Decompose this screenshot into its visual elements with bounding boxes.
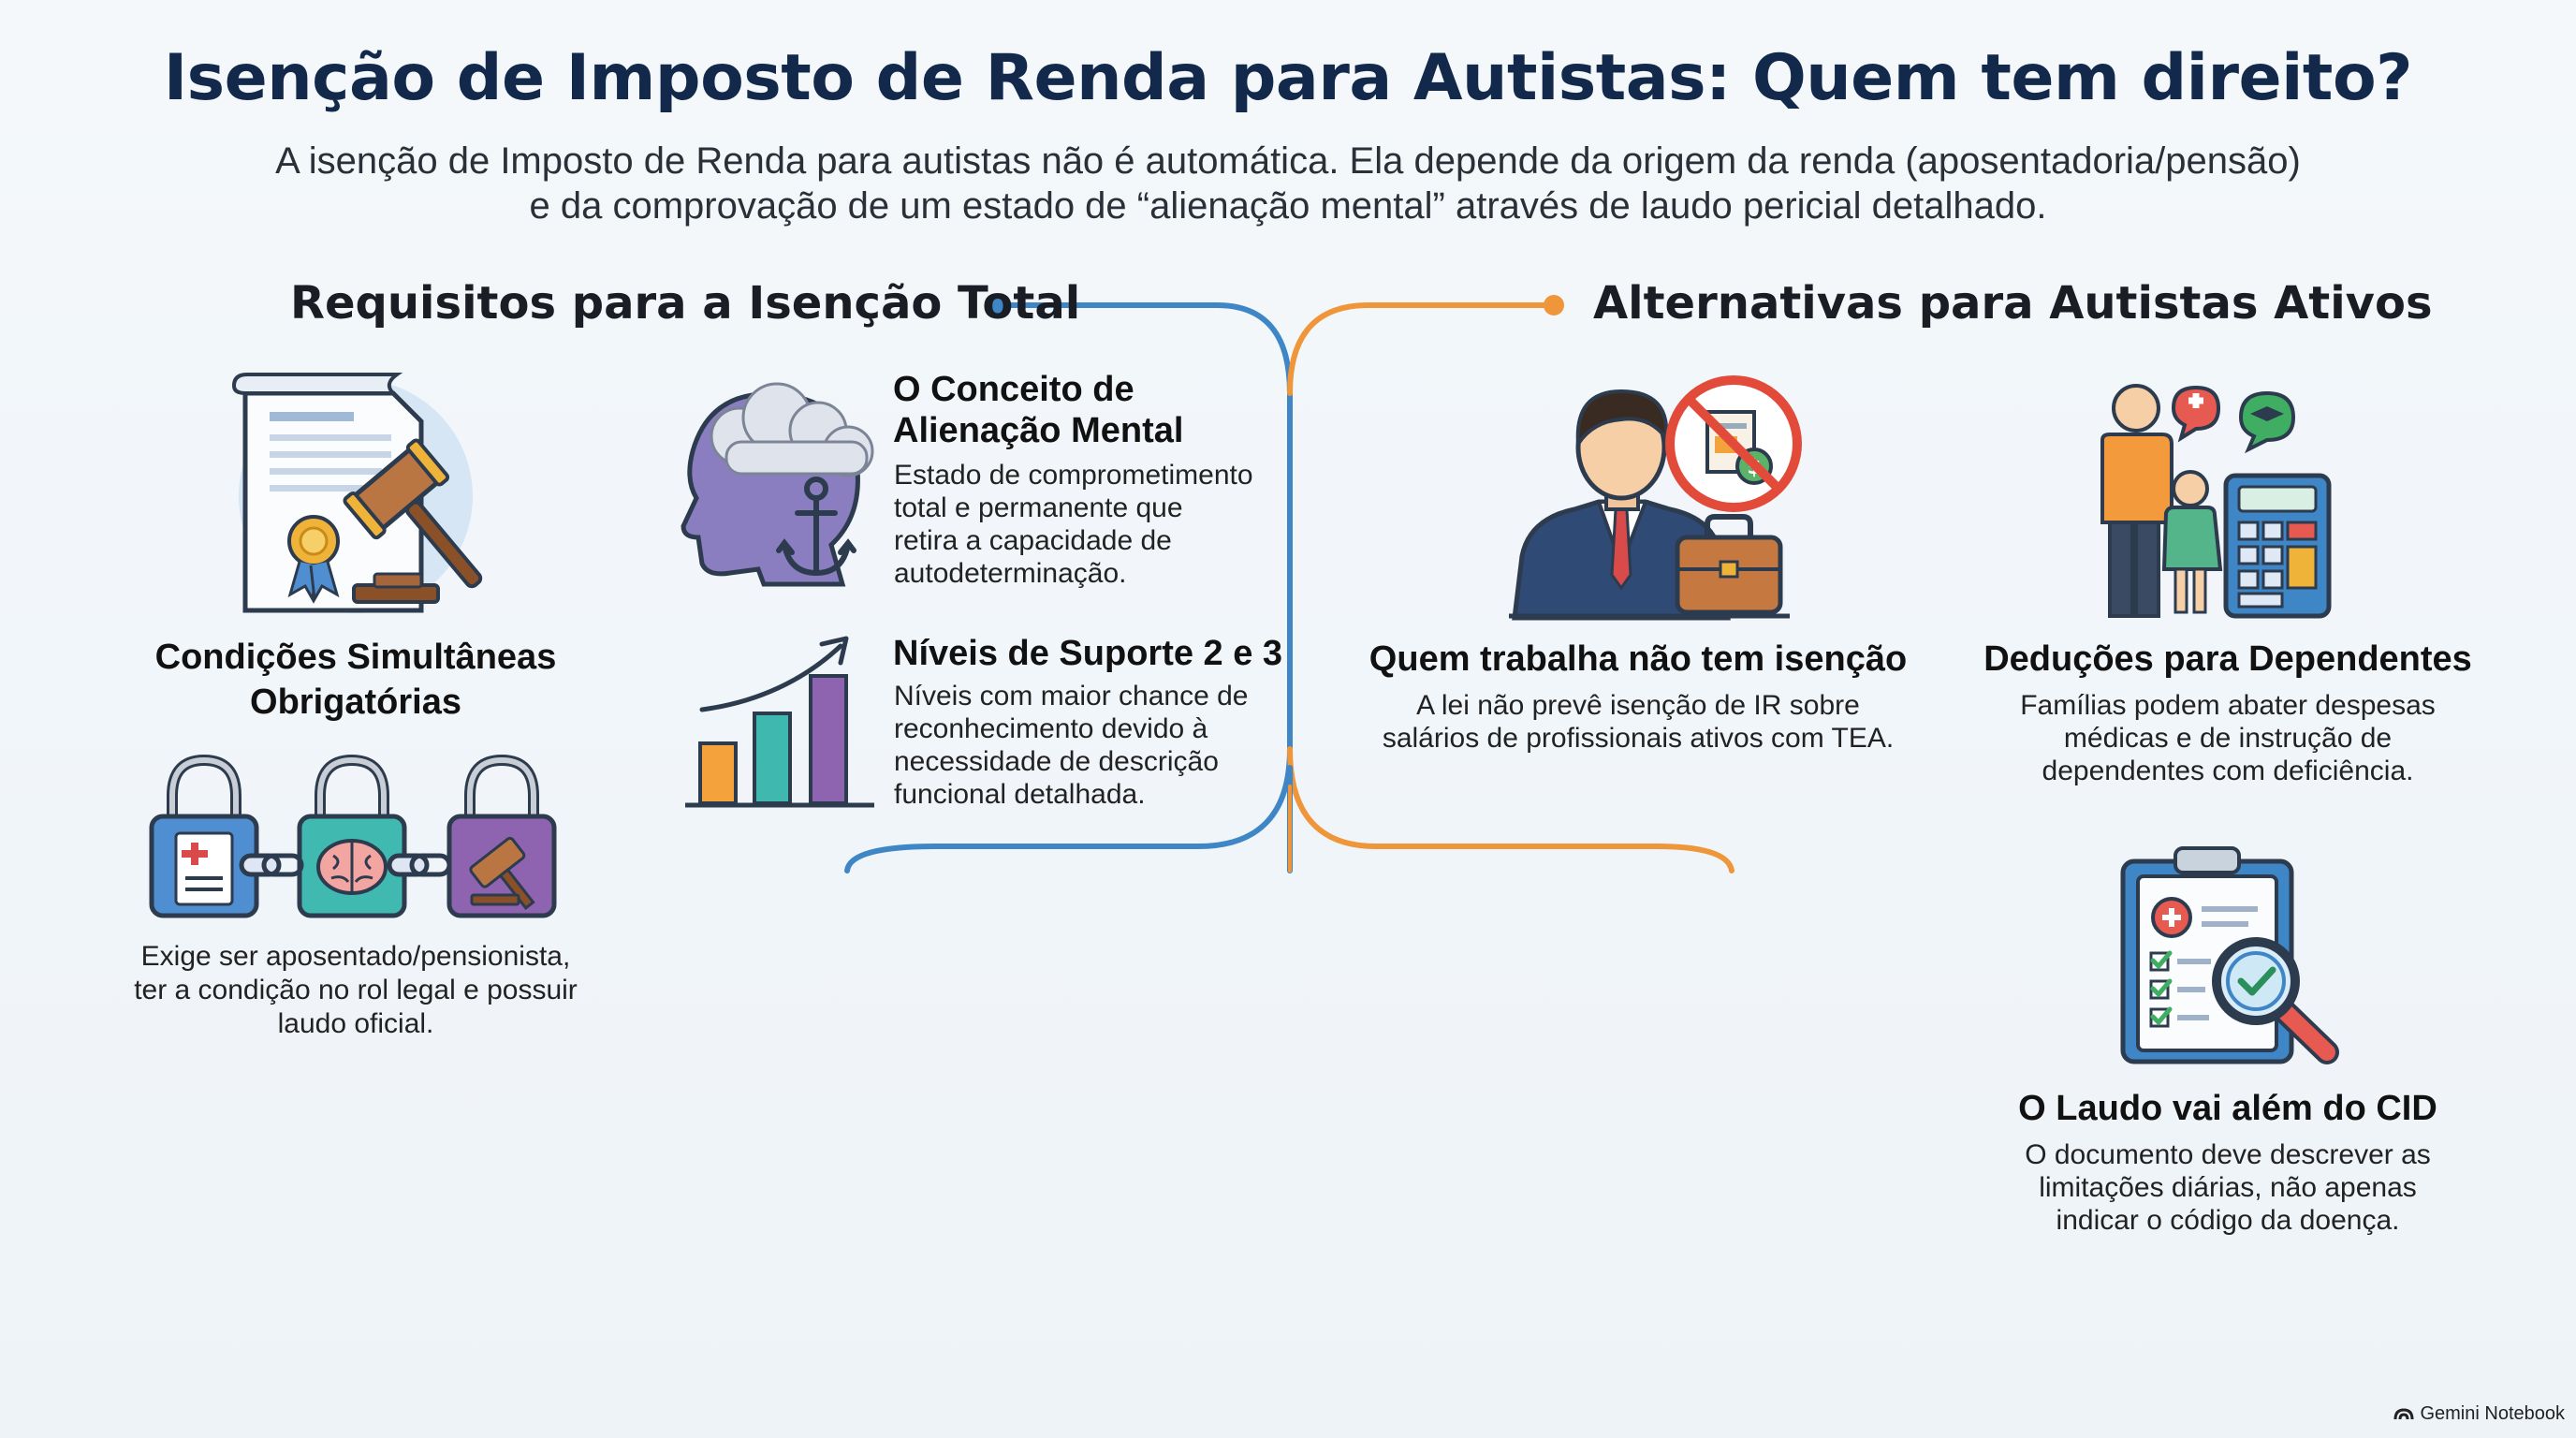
alienation-text-line-1: Estado de comprometimento [894,460,1253,491]
conditions-text-line-1: Exige ser aposentado/pensionista, [140,941,571,972]
alienation-heading-line-1: O Conceito de [893,370,1134,409]
workers-heading: Quem trabalha não tem isenção [1368,639,1908,679]
conditions-text-line-3: laudo oficial. [277,1008,434,1039]
brand-footer: Gemini Notebook [2393,1403,2565,1425]
bar-chart-arrow-icon [685,636,874,808]
conditions-heading-line-1: Condições Simultâneas [154,638,557,677]
support-heading: Níveis de Suporte 2 e 3 [893,634,1283,673]
head-cloud-anchor-icon [681,382,874,587]
locks-chain-icon [149,754,557,918]
report-heading: O Laudo vai além do CID [2018,1089,2437,1128]
left-connector-dot [989,295,1010,315]
brand-label: Gemini Notebook [2420,1403,2565,1424]
subtitle-line-1: A isenção de Imposto de Renda para autis… [275,140,2301,182]
left-section-heading: Requisitos para a Isenção Total [290,277,1081,330]
subtitle-line-2: e da comprovação de um estado de “aliena… [529,185,2047,227]
dependents-text-line-1: Famílias podem abater despesas [2020,690,2436,721]
report-text-line-2: limitações diárias, não apenas [2039,1172,2417,1203]
support-text-line-2: reconhecimento devido à [894,713,1208,744]
support-text-line-3: necessidade de descrição [894,746,1219,777]
alienation-heading-line-2: Alienação Mental [893,411,1184,450]
support-text-line-4: funcional detalhada. [894,779,1146,810]
alienation-text-line-2: total e permanente que [894,492,1183,523]
alienation-text-line-4: autodeterminação. [894,558,1127,589]
brand-logo-icon [2393,1407,2414,1419]
report-text-line-3: indicar o código da doença. [2056,1205,2400,1236]
dependents-heading: Deduções para Dependentes [1983,639,2472,679]
right-connector-dot [1544,295,1564,315]
alienation-text-line-3: retira a capacidade de [894,525,1172,556]
dependents-text-line-2: médicas e de instrução de [2063,723,2393,754]
right-section-heading: Alternativas para Autistas Ativos [1593,277,2433,330]
family-calculator-icon [2100,384,2332,619]
support-text-line-1: Níveis com maior chance de [894,681,1249,712]
worker-no-tax-icon: $ [1509,375,1802,621]
conditions-text-line-2: ter a condição no rol legal e possuir [134,975,578,1005]
document-gavel-icon [231,373,483,613]
conditions-heading-line-2: Obrigatórias [250,682,461,722]
workers-text-line-1: A lei não prevê isenção de IR sobre [1416,690,1860,721]
workers-text-line-2: salários de profissionais ativos com TEA… [1382,723,1895,754]
dependents-text-line-3: dependentes com deficiência. [2042,756,2414,786]
page-title: Isenção de Imposto de Renda para Autista… [163,41,2413,115]
report-text-line-1: O documento deve descrever as [2025,1139,2431,1170]
clipboard-magnifier-icon [2120,846,2339,1064]
